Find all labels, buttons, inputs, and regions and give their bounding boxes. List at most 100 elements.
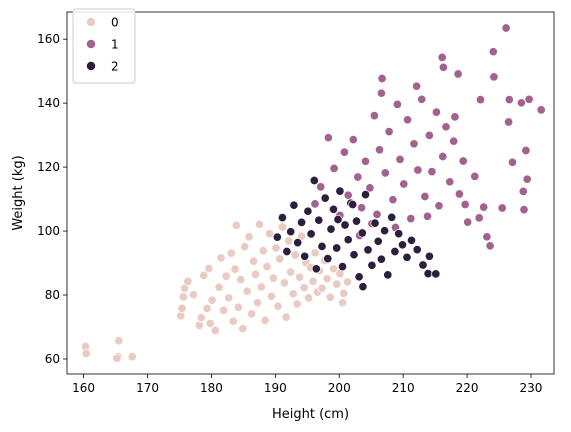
scatter-point-series-2 [286,227,296,237]
scatter-point-series-2 [282,246,292,257]
scatter-point-series-1 [310,199,320,209]
scatter-point-series-1 [501,23,511,33]
scatter-point-series-1 [450,112,460,122]
scatter-point-series-1 [409,139,419,149]
scatter-point-series-0 [308,276,318,286]
scatter-point-series-2 [337,262,348,272]
x-tick-label: 220 [456,381,479,395]
plot-area [67,12,554,374]
scatter-point-series-1 [399,179,409,189]
scatter-point-series-0 [271,243,281,253]
scatter-point-series-0 [194,320,204,330]
scatter-point-series-0 [332,279,342,289]
scatter-point-series-0 [178,292,188,302]
scatter-point-series-1 [424,130,434,140]
scatter-point-series-2 [431,269,441,279]
legend-label-0: 0 [111,16,119,30]
scatter-point-series-0 [256,282,266,292]
scatter-point-series-2 [357,228,367,238]
scatter-point-series-0 [207,295,217,305]
scatter-point-series-0 [292,299,302,309]
scatter-point-series-2 [406,235,417,245]
scatter-point-series-1 [380,168,390,178]
scatter-point-series-2 [348,199,358,210]
scatter-point-series-0 [221,271,231,281]
scatter-point-series-0 [177,303,187,313]
scatter-point-series-0 [295,272,305,282]
scatter-point-series-2 [343,235,353,245]
x-tick-label: 180 [200,381,223,395]
scatter-point-series-2 [402,252,412,262]
scatter-point-series-2 [326,224,336,234]
legend-label-2: 2 [111,60,119,74]
scatter-point-series-0 [238,324,248,334]
scatter-point-series-1 [438,62,448,72]
scatter-point-series-2 [297,217,307,227]
scatter-point-series-0 [183,276,193,286]
scatter-point-series-0 [233,302,243,312]
scatter-point-series-2 [335,186,345,196]
scatter-point-series-0 [299,283,309,293]
scatter-point-series-0 [127,352,137,362]
scatter-point-series-2 [314,215,324,225]
scatter-point-series-2 [380,226,390,236]
x-axis: 160 170 180 190 200 210 220 230 [72,374,542,395]
y-axis-label: Weight (kg) [11,155,26,230]
scatter-point-series-1 [475,95,486,105]
scatter-point-series-1 [460,199,470,210]
scatter-point-series-2 [412,245,422,255]
legend-box [72,8,136,84]
scatter-point-series-0 [226,248,236,258]
legend-marker-1 [86,39,96,49]
scatter-point-series-0 [304,293,314,303]
scatter-point-series-1 [343,190,353,200]
scatter-point-series-0 [199,270,209,281]
scatter-point-series-0 [281,312,291,322]
scatter-point-series-2 [367,260,377,270]
legend: 0 1 2 [72,8,136,84]
scatter-point-series-0 [288,289,298,299]
scatter-point-series-0 [210,325,220,336]
x-tick-label: 230 [520,381,543,395]
scatter-point-series-1 [417,94,427,104]
points-layer [80,23,546,363]
scatter-point-series-0 [112,353,122,363]
scatter-point-series-1 [365,183,375,193]
scatter-point-series-2 [309,175,319,186]
scatter-point-series-1 [369,111,379,121]
scatter-point-series-0 [250,269,261,280]
scatter-point-series-2 [303,206,313,216]
scatter-point-series-0 [114,336,124,346]
scatter-point-series-0 [310,248,320,258]
scatter-point-series-1 [403,115,413,125]
scatter-point-series-2 [387,212,397,222]
scatter-point-series-0 [252,298,263,308]
scatter-point-series-1 [458,156,468,166]
scatter-point-series-1 [479,202,489,212]
scatter-point-series-1 [536,105,546,115]
scatter-point-series-0 [262,262,272,272]
scatter-point-series-0 [202,303,212,313]
scatter-point-series-0 [188,290,199,300]
scatter-point-series-2 [363,245,373,255]
scatter-point-series-1 [353,172,363,182]
y-tick-label: 140 [37,96,60,110]
legend-label-1: 1 [111,38,119,52]
scatter-point-series-0 [254,219,264,229]
scatter-point-series-2 [358,282,368,292]
scatter-point-series-1 [329,163,339,173]
scatter-point-series-0 [224,293,234,303]
scatter-point-series-2 [390,246,400,257]
scatter-point-series-1 [422,211,433,221]
scatter-point-series-1 [504,95,514,105]
scatter-point-series-0 [325,292,335,302]
scatter-point-series-0 [214,282,224,292]
scatter-point-series-2 [293,238,303,248]
scatter-point-series-0 [273,301,283,311]
scatter-point-series-1 [445,177,455,187]
scatter-point-series-1 [463,217,473,227]
scatter-point-series-2 [373,236,383,246]
y-axis: 60 80 100 120 140 160 [37,32,67,366]
scatter-point-series-0 [216,253,226,263]
